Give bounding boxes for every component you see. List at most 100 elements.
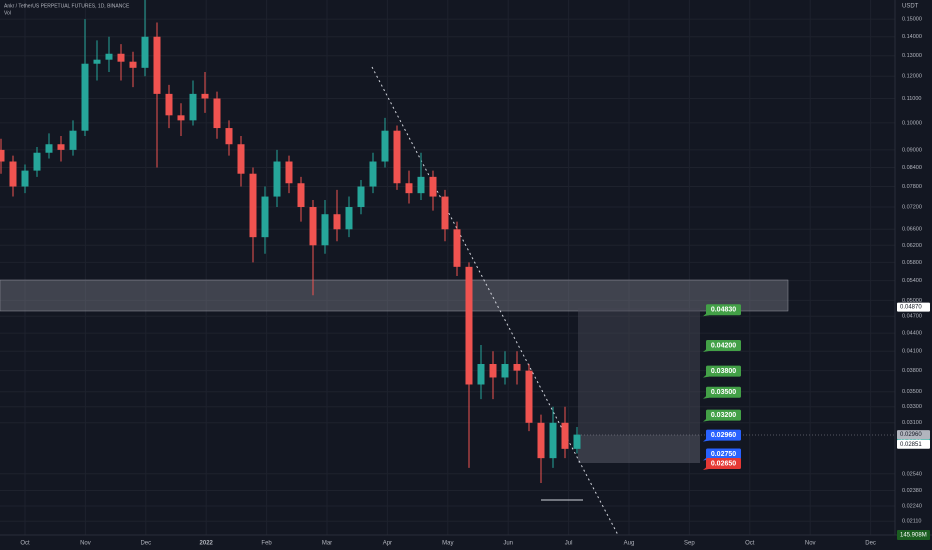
target-label-box: [706, 304, 741, 316]
y-tick-label: 0.14000: [902, 34, 922, 40]
y-tick-label: 0.05400: [902, 278, 922, 284]
candle-body: [333, 214, 341, 230]
target-label-box: [706, 448, 741, 460]
candle-body: [453, 229, 461, 267]
candle-body: [357, 186, 365, 208]
price-label-box: [897, 430, 930, 440]
position-target-area: [578, 308, 700, 435]
candle-body: [429, 176, 437, 197]
candle-body: [477, 363, 485, 385]
y-tick-label: 0.03100: [902, 420, 922, 426]
candle-body: [33, 152, 41, 171]
axis-unit: USDT: [902, 4, 919, 10]
y-tick-label: 0.02240: [902, 503, 922, 509]
y-tick-label: 0.05000: [902, 298, 922, 304]
target-label-box: [706, 386, 741, 398]
candle-body: [93, 59, 101, 64]
candles: [0, 0, 581, 484]
candle-body: [501, 363, 509, 378]
labels: 0.15000 0.14000 0.13000 0.12000 0.11000 0.100…: [20, 17, 930, 547]
x-tick-label: 2022: [200, 541, 214, 547]
candle-body: [537, 422, 545, 459]
candle-body: [21, 170, 29, 187]
target-label-box: [706, 457, 741, 469]
y-tick-label: 0.11000: [902, 96, 921, 102]
y-tick-label: 0.06200: [902, 243, 922, 249]
target-label-box: [706, 365, 741, 377]
y-tick-label: 0.13000: [902, 53, 922, 59]
y-tick-label: 0.02540: [902, 471, 922, 477]
y-tick-label: 0.15000: [902, 17, 922, 23]
price-label: 0.02960: [900, 432, 922, 438]
y-tick-label: 0.04700: [902, 314, 922, 320]
volume-label-box: [897, 530, 930, 540]
candle-body: [405, 183, 413, 194]
candle-body: [513, 363, 521, 371]
x-tick-label: Feb: [261, 541, 272, 547]
target-label-box: [706, 340, 741, 352]
target-label: 0.03500: [711, 389, 736, 396]
candle-body: [9, 161, 17, 187]
candle-body: [525, 370, 533, 423]
candle-body: [129, 61, 137, 68]
x-tick-label: Jul: [565, 541, 573, 547]
x-tick-label: Mar: [322, 541, 332, 547]
chart-title: Ankr / TetherUS PERPETUAL FUTURES, 1D, B…: [4, 3, 130, 9]
x-tick-label: Dec: [865, 541, 876, 547]
y-tick-label: 0.09000: [902, 147, 922, 153]
x-tick-label: Nov: [805, 541, 816, 547]
price-label: 0.04870: [900, 305, 922, 311]
candle-body: [465, 266, 473, 385]
candle-body: [117, 53, 125, 62]
y-tick-label: 0.03500: [902, 389, 922, 395]
candle-body: [177, 115, 185, 121]
candle-body: [489, 363, 497, 378]
candle-body: [549, 422, 557, 459]
target-label-box: [706, 429, 741, 441]
y-tick-label: 0.12000: [902, 74, 922, 80]
candle-body: [321, 214, 329, 246]
y-tick-label: 0.04100: [902, 349, 922, 355]
x-tick-label: Oct: [20, 541, 30, 547]
candle-body: [45, 144, 53, 153]
candle-body: [201, 93, 209, 99]
candle-body: [261, 196, 269, 238]
candle-body: [225, 128, 233, 145]
x-tick-label: May: [442, 541, 453, 547]
candle-body: [285, 161, 293, 184]
y-tick-label: 0.04400: [902, 331, 922, 337]
target-label: 0.04200: [711, 342, 736, 349]
candle-body: [381, 130, 389, 162]
y-tick-label: 0.02380: [902, 488, 922, 494]
candle-body: [393, 130, 401, 184]
price-axis: [895, 0, 932, 550]
target-label-box: [706, 409, 741, 421]
x-tick-label: Sep: [684, 541, 695, 547]
target-label: 0.02650: [711, 460, 736, 467]
candle-body: [189, 93, 197, 121]
y-tick-label: 0.07800: [902, 184, 922, 190]
y-tick-label: 0.03300: [902, 404, 922, 410]
y-tick-label: 0.05800: [902, 260, 922, 266]
y-tick-label: 0.07200: [902, 204, 922, 210]
y-tick-label: 0.03800: [902, 368, 922, 374]
candle-body: [417, 176, 425, 194]
candle-body: [297, 183, 305, 208]
x-tick-label: Jun: [503, 541, 513, 547]
candle-body: [153, 36, 161, 94]
volume-legend: Vol: [4, 10, 11, 16]
candle-body: [273, 161, 281, 197]
x-tick-label: Nov: [80, 541, 91, 547]
candle-body: [0, 149, 5, 162]
candle-body: [441, 196, 449, 230]
volume-label: 145.908M: [900, 533, 927, 539]
target-label: 0.03800: [711, 368, 736, 375]
candle-body: [237, 144, 245, 174]
x-tick-label: Dec: [140, 541, 151, 547]
candle-body: [309, 207, 317, 246]
candle-body: [165, 93, 173, 116]
trend-line: [371, 66, 619, 536]
target-label: 0.03200: [711, 412, 736, 419]
target-label: 0.02960: [711, 432, 736, 439]
